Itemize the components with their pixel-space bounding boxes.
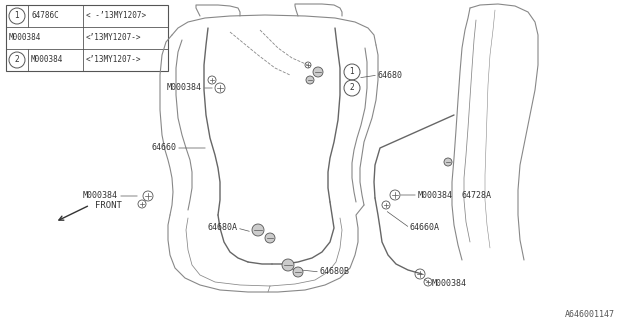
Text: <’13MY1207->: <’13MY1207-> bbox=[86, 55, 141, 65]
Circle shape bbox=[444, 158, 452, 166]
Circle shape bbox=[313, 67, 323, 77]
Text: 2: 2 bbox=[15, 55, 19, 65]
Text: < -’13MY1207>: < -’13MY1207> bbox=[86, 12, 146, 20]
Circle shape bbox=[293, 267, 303, 277]
Text: M000384: M000384 bbox=[31, 55, 63, 65]
Text: <’13MY1207->: <’13MY1207-> bbox=[86, 34, 141, 43]
Circle shape bbox=[306, 76, 314, 84]
Text: M000384: M000384 bbox=[83, 191, 118, 201]
Text: M000384: M000384 bbox=[418, 190, 453, 199]
Text: 64786C: 64786C bbox=[31, 12, 59, 20]
Bar bbox=[6, 5, 168, 71]
Text: 2: 2 bbox=[349, 84, 355, 92]
Text: 64680A: 64680A bbox=[207, 223, 237, 233]
Circle shape bbox=[282, 259, 294, 271]
Text: 64660: 64660 bbox=[151, 143, 176, 153]
Circle shape bbox=[265, 233, 275, 243]
Text: A646001147: A646001147 bbox=[565, 310, 615, 319]
Text: M000384: M000384 bbox=[9, 34, 42, 43]
Text: FRONT: FRONT bbox=[95, 201, 122, 210]
Text: M000384: M000384 bbox=[432, 279, 467, 289]
Text: 1: 1 bbox=[349, 68, 355, 76]
Text: M000384: M000384 bbox=[167, 84, 202, 92]
Text: 64728A: 64728A bbox=[462, 190, 492, 199]
Text: 64660A: 64660A bbox=[410, 223, 440, 233]
Text: 64680B: 64680B bbox=[320, 268, 350, 276]
Text: 64680: 64680 bbox=[378, 70, 403, 79]
Text: 1: 1 bbox=[15, 12, 19, 20]
Circle shape bbox=[252, 224, 264, 236]
